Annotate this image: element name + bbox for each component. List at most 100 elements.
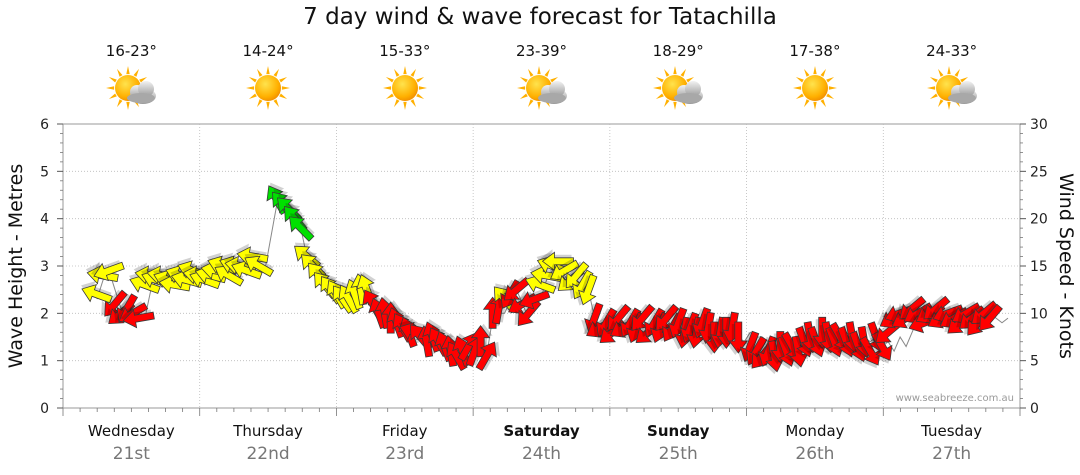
wind-arrow bbox=[775, 335, 797, 370]
wind-arrow-shape bbox=[104, 289, 128, 317]
day-date-label: 24th bbox=[522, 444, 561, 464]
wind-arrow-shape bbox=[789, 335, 809, 368]
day-date-label: 21st bbox=[113, 444, 150, 464]
day-date-label: 25th bbox=[659, 444, 698, 464]
y-right-tick-label: 30 bbox=[1030, 117, 1048, 133]
wind-arrow bbox=[575, 273, 598, 306]
wind-arrow bbox=[214, 262, 245, 287]
wind-arrow-shape bbox=[578, 273, 598, 306]
wind-arrow-shape bbox=[129, 274, 161, 294]
day-name-label: Thursday bbox=[232, 422, 303, 440]
wind-arrow bbox=[726, 321, 749, 355]
partly-cloudy-icon bbox=[653, 66, 704, 110]
wind-arrow bbox=[787, 335, 809, 370]
y-left-axis-title: Wave Height - Metres bbox=[5, 164, 27, 368]
sunny-icon bbox=[382, 66, 427, 110]
day-name-label: Saturday bbox=[503, 422, 580, 440]
temperature-range: 14-24° bbox=[242, 42, 294, 60]
day-name-label: Tuesday bbox=[920, 422, 982, 440]
wind-arrow bbox=[547, 258, 580, 281]
wind-arrow-shape bbox=[550, 259, 580, 281]
day-date-label: 23rd bbox=[385, 444, 424, 464]
partly-cloudy-icon bbox=[106, 66, 157, 110]
wind-arrow-shape bbox=[503, 276, 531, 301]
temperature-range: 18-29° bbox=[652, 42, 704, 60]
wind-arrow-shape bbox=[81, 283, 113, 304]
wind-arrow bbox=[540, 249, 574, 272]
wind-arrow bbox=[81, 281, 113, 304]
day-forecast: 17-38° bbox=[770, 42, 860, 112]
day-forecast: 23-39° bbox=[497, 42, 587, 112]
partly-cloudy-icon bbox=[926, 66, 977, 110]
wind-arrow bbox=[652, 303, 680, 331]
wind-arrow bbox=[120, 307, 155, 329]
sunny-icon bbox=[246, 66, 291, 110]
wind-arrow bbox=[562, 261, 590, 289]
wind-arrow bbox=[516, 288, 551, 310]
y-right-tick-label: 15 bbox=[1030, 259, 1048, 275]
watermark: www.seabreeze.com.au bbox=[896, 393, 1014, 404]
y-right-tick-label: 0 bbox=[1030, 401, 1039, 417]
chart-title: 7 day wind & wave forecast for Tatachill… bbox=[303, 4, 777, 30]
wind-arrow bbox=[91, 260, 125, 282]
wind-arrow-shape bbox=[244, 255, 275, 278]
wind-arrow bbox=[500, 276, 531, 301]
wind-arrow-shape bbox=[93, 261, 125, 282]
y-left-tick-label: 3 bbox=[40, 259, 49, 275]
sunny-icon bbox=[792, 66, 837, 110]
wind-arrow bbox=[976, 303, 1003, 331]
wind-arrow-shape bbox=[541, 251, 574, 272]
y-left-tick-label: 0 bbox=[40, 401, 49, 417]
wind-arrow bbox=[858, 335, 881, 369]
wind-arrow bbox=[604, 303, 632, 331]
y-right-tick-label: 10 bbox=[1030, 306, 1048, 322]
day-name-label: Monday bbox=[785, 422, 844, 440]
day-name-label: Sunday bbox=[647, 422, 710, 440]
day-forecast: 15-33° bbox=[360, 42, 450, 112]
y-left-tick-label: 2 bbox=[40, 306, 49, 322]
wind-arrow-shape bbox=[524, 274, 557, 294]
wind-arrow-shape bbox=[979, 303, 1003, 331]
temperature-range: 16-23° bbox=[105, 42, 157, 60]
day-date-label: 22nd bbox=[246, 444, 289, 464]
day-forecast: 24-33° bbox=[907, 42, 997, 112]
day-name-label: Friday bbox=[382, 422, 428, 440]
day-forecast: 16-23° bbox=[86, 42, 176, 112]
y-left-tick-label: 1 bbox=[40, 354, 49, 370]
temperature-range: 15-33° bbox=[379, 42, 431, 60]
y-right-tick-label: 25 bbox=[1030, 164, 1048, 180]
wind-arrow-shape bbox=[728, 321, 749, 354]
wind-arrow bbox=[628, 303, 656, 331]
wind-arrow bbox=[475, 341, 500, 372]
wind-arrow-shape bbox=[289, 216, 315, 242]
wind-arrows bbox=[81, 182, 1003, 375]
temperature-range: 23-39° bbox=[515, 42, 568, 60]
wind-arrow-shape bbox=[122, 309, 155, 329]
day-date-label: 26th bbox=[795, 444, 834, 464]
wind-arrow-shape bbox=[475, 341, 497, 372]
wind-arrow-shape bbox=[565, 261, 590, 289]
y-left-tick-label: 6 bbox=[40, 117, 49, 133]
day-date-label: 27th bbox=[932, 444, 971, 464]
y-right-tick-label: 20 bbox=[1030, 212, 1048, 228]
wind-arrow-shape bbox=[631, 303, 656, 331]
wind-arrow bbox=[230, 257, 263, 280]
temperature-range: 17-38° bbox=[789, 42, 841, 60]
partly-cloudy-icon bbox=[516, 66, 567, 110]
y-right-tick-label: 5 bbox=[1030, 354, 1039, 370]
day-forecast: 14-24° bbox=[223, 42, 313, 112]
wind-arrow-shape bbox=[231, 260, 263, 280]
day-name-label: Wednesday bbox=[88, 422, 175, 440]
wind-arrow-shape bbox=[214, 265, 245, 287]
wind-arrow bbox=[101, 289, 128, 317]
temperature-range: 24-33° bbox=[926, 42, 978, 60]
wind-arrow-shape bbox=[518, 290, 551, 310]
wind-arrow-shape bbox=[655, 303, 680, 331]
wind-arrow-shape bbox=[607, 303, 632, 331]
y-left-tick-label: 5 bbox=[40, 164, 49, 180]
wind-arrow-shape bbox=[859, 335, 881, 366]
y-left-tick-label: 4 bbox=[40, 212, 49, 228]
wind-arrow bbox=[244, 252, 275, 278]
y-right-axis-title: Wind Speed - Knots bbox=[1055, 173, 1077, 359]
